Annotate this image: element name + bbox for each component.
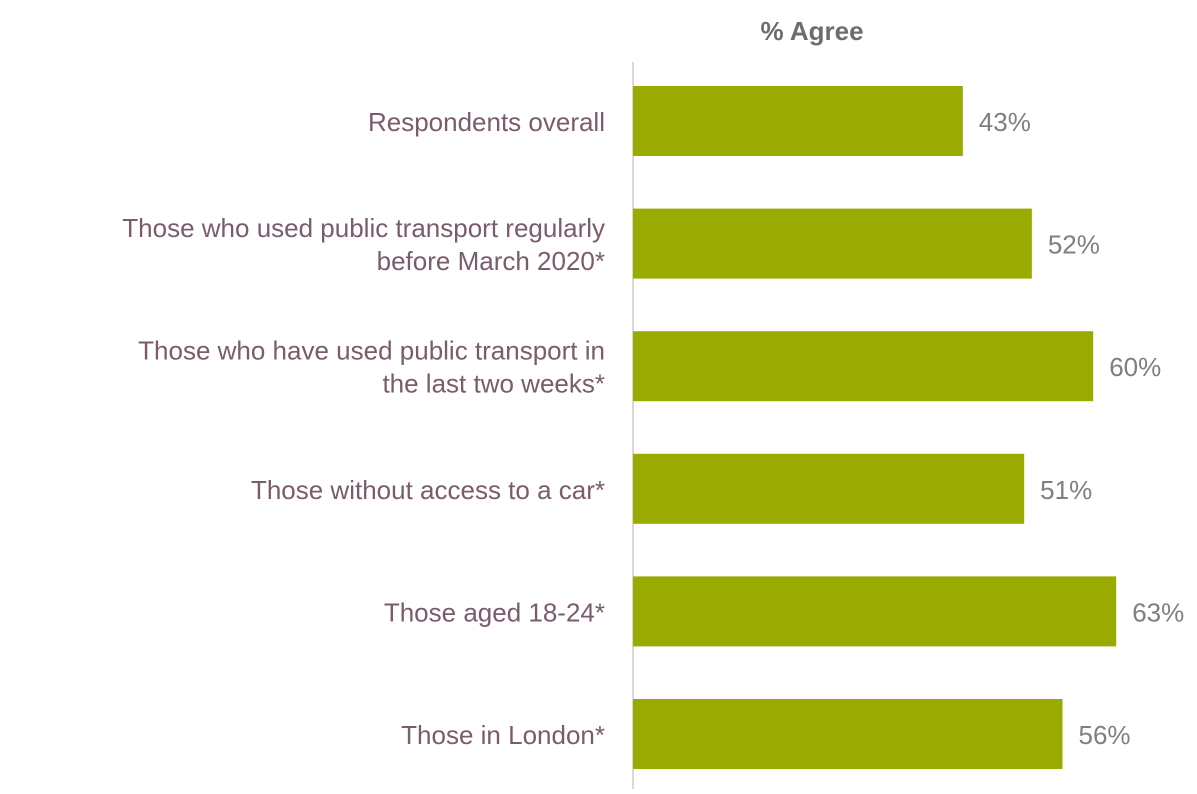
value-label-5: 56% [1079, 720, 1131, 750]
value-label-3: 51% [1040, 475, 1092, 505]
chart-title: % Agree [760, 16, 863, 46]
value-label-0: 43% [979, 107, 1031, 137]
category-label-2-line-1: the last two weeks* [382, 369, 605, 399]
category-label-1-line-0: Those who used public transport regularl… [122, 213, 605, 243]
value-label-4: 63% [1132, 597, 1184, 627]
bars-group: 43% Respondents overall 52% Those who used … [122, 86, 1184, 769]
category-label-4: Those aged 18-24* [384, 597, 605, 627]
category-label-5: Those in London* [401, 720, 605, 750]
category-label-0: Respondents overall [368, 107, 605, 137]
category-label-2: Those who have used public transport in t… [138, 336, 605, 399]
category-label-2-line-0: Those who have used public transport in [138, 336, 605, 366]
bar-5 [633, 699, 1063, 769]
bar-3 [633, 453, 1025, 524]
category-label-1: Those who used public transport regularl… [122, 213, 605, 276]
category-label-0-line-0: Respondents overall [368, 107, 605, 137]
category-label-3-line-0: Those without access to a car* [251, 475, 605, 505]
bar-1 [633, 208, 1032, 279]
value-label-2: 60% [1109, 352, 1161, 382]
category-label-4-line-0: Those aged 18-24* [384, 597, 605, 627]
bar-2 [633, 331, 1094, 402]
category-label-3: Those without access to a car* [251, 475, 605, 505]
value-label-1: 52% [1048, 230, 1100, 260]
category-label-5-line-0: Those in London* [401, 720, 605, 750]
bar-0 [633, 86, 963, 156]
category-label-1-line-1: before March 2020* [377, 246, 605, 276]
bar-4 [633, 576, 1117, 647]
